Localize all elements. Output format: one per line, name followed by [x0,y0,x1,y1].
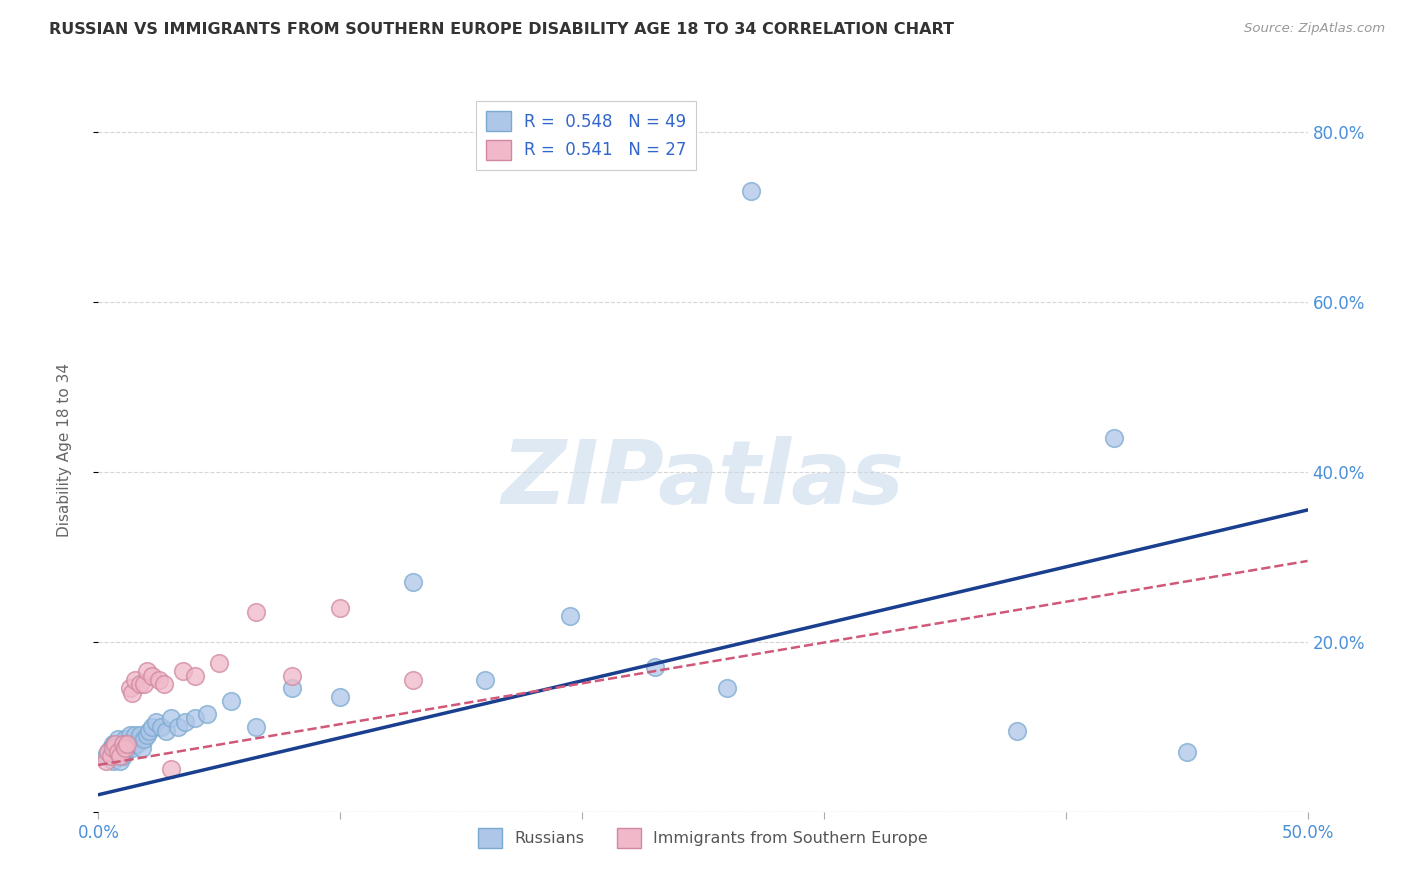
Point [94,749,117,764]
Point [174,715,197,730]
Point [184,711,207,725]
Point [97,745,120,759]
Point [100,741,122,756]
Point [281,681,304,696]
Point [155,723,177,738]
Point [97,745,120,759]
Point [128,728,150,742]
Point [121,686,143,700]
Point [107,732,129,747]
Point [160,711,183,725]
Point [208,656,231,670]
Point [245,605,267,619]
Point [100,749,122,764]
Point [167,720,190,734]
Point [281,669,304,683]
Point [1175,745,1198,759]
Point [107,745,129,759]
Point [148,673,170,687]
Point [108,749,131,764]
Point [127,737,149,751]
Point [117,741,139,756]
Point [1007,723,1029,738]
Point [108,741,131,756]
Point [145,715,167,730]
Point [121,741,143,756]
Point [114,732,136,747]
Point [150,720,173,734]
Point [141,669,163,683]
Point [107,745,129,759]
Point [716,681,738,696]
Text: ZIPatlas: ZIPatlas [502,436,904,523]
Legend: Russians, Immigrants from Southern Europe: Russians, Immigrants from Southern Europ… [471,822,935,855]
Point [124,673,146,687]
Point [644,660,666,674]
Point [111,737,134,751]
Point [184,669,207,683]
Point [152,677,174,691]
Point [108,754,131,768]
Point [94,754,117,768]
Point [1102,431,1125,445]
Point [111,737,134,751]
Point [114,745,136,759]
Point [101,737,124,751]
Point [329,600,352,615]
Y-axis label: Disability Age 18 to 34: Disability Age 18 to 34 [58,363,72,538]
Point [114,741,136,756]
Point [118,737,141,751]
Point [124,728,146,742]
Point [134,732,156,747]
Point [124,737,146,751]
Point [474,673,496,687]
Point [329,690,352,704]
Point [221,694,243,708]
Point [134,677,156,691]
Point [160,762,183,776]
Point [402,575,425,590]
Point [128,677,150,691]
Text: RUSSIAN VS IMMIGRANTS FROM SOUTHERN EUROPE DISABILITY AGE 18 TO 34 CORRELATION C: RUSSIAN VS IMMIGRANTS FROM SOUTHERN EURO… [49,22,955,37]
Point [138,723,160,738]
Point [111,749,134,764]
Point [172,665,194,679]
Point [131,741,153,756]
Point [135,665,157,679]
Text: Source: ZipAtlas.com: Source: ZipAtlas.com [1244,22,1385,36]
Point [558,609,581,624]
Point [402,673,425,687]
Point [101,754,124,768]
Point [104,737,127,751]
Point [104,749,127,764]
Point [141,720,163,734]
Point [245,720,267,734]
Point [135,728,157,742]
Point [118,728,141,742]
Point [104,737,127,751]
Point [101,741,124,756]
Point [117,737,139,751]
Point [195,706,218,721]
Point [740,184,762,198]
Point [118,681,141,696]
